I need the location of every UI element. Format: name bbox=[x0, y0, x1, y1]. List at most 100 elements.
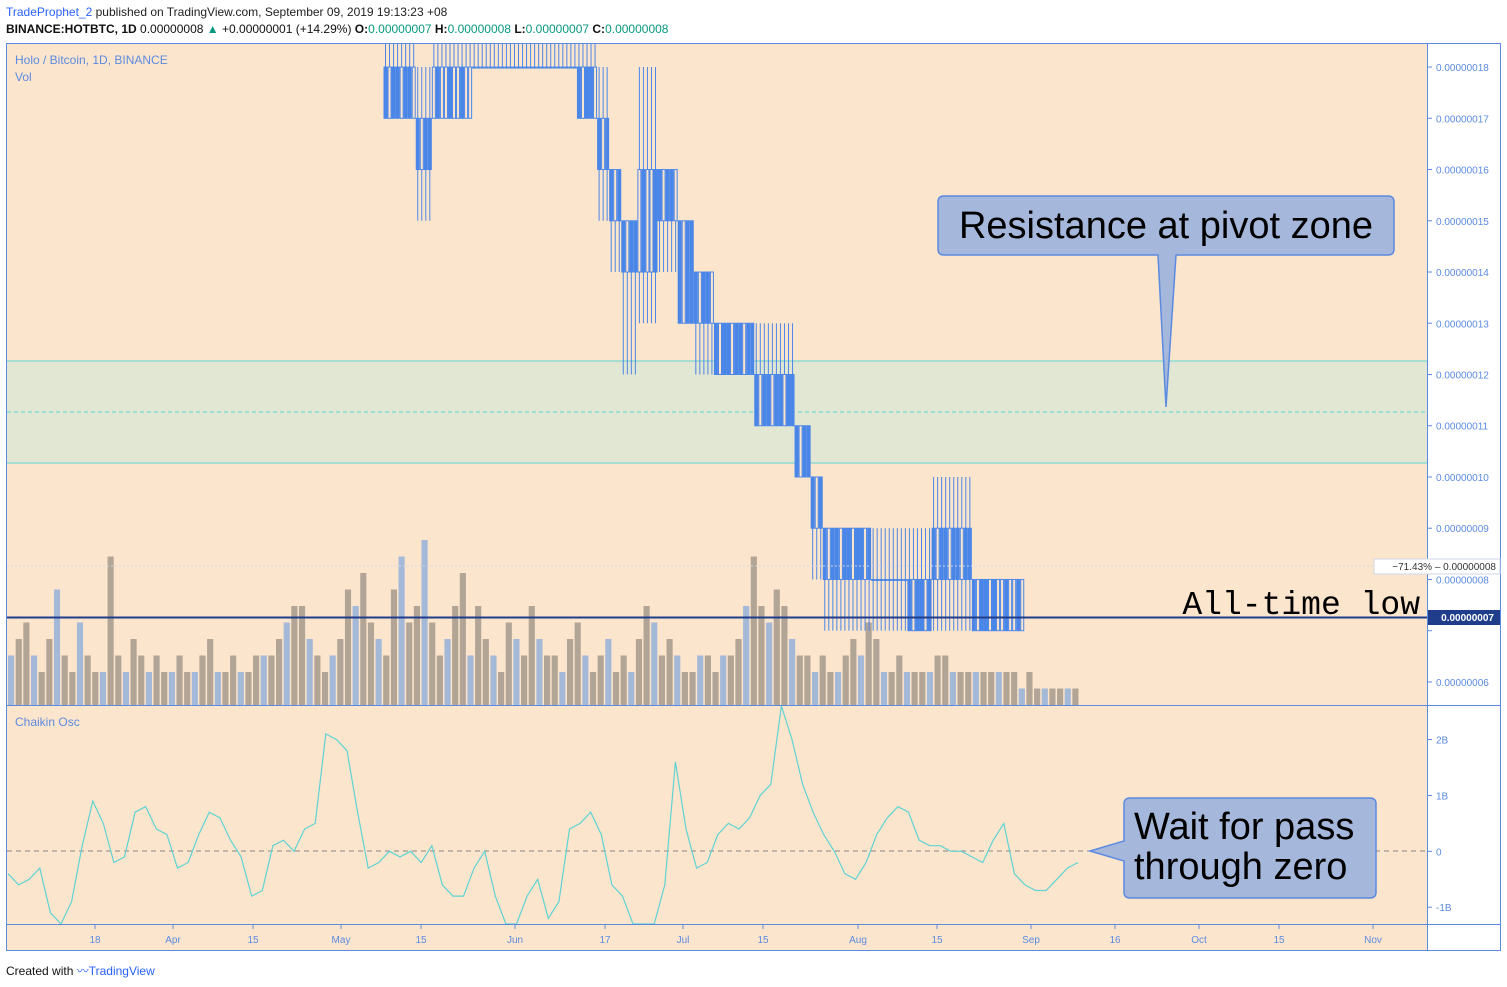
volume-bar bbox=[804, 655, 811, 705]
volume-bar bbox=[544, 655, 551, 705]
volume-bar bbox=[115, 655, 122, 705]
candle-body bbox=[992, 578, 997, 632]
candle-body bbox=[883, 578, 888, 581]
volume-bar bbox=[367, 622, 375, 705]
candle-body bbox=[673, 169, 678, 222]
candle-body bbox=[746, 322, 751, 376]
volume-bar bbox=[452, 606, 459, 705]
volume-bar bbox=[138, 655, 145, 705]
volume-bar bbox=[957, 672, 964, 705]
volume-bar bbox=[551, 655, 558, 705]
candle-body bbox=[544, 66, 549, 69]
volume-bar bbox=[773, 589, 780, 705]
candle-body bbox=[460, 66, 465, 119]
candle-body bbox=[560, 66, 565, 69]
footer: Created with 〰TradingView bbox=[6, 962, 155, 979]
volume-bar bbox=[15, 639, 22, 705]
candle-body bbox=[395, 66, 400, 119]
candle-body bbox=[814, 476, 819, 529]
volume-bar bbox=[245, 672, 252, 705]
tradingview-brand[interactable]: TradingView bbox=[88, 964, 155, 978]
volume-bar bbox=[46, 639, 53, 705]
candle-body bbox=[500, 66, 505, 69]
price-tick-label: 0.00000011 bbox=[1436, 422, 1489, 433]
time-tick-label: 15 bbox=[757, 935, 769, 946]
volume-bar bbox=[1057, 688, 1064, 705]
candle-body bbox=[988, 578, 992, 632]
volume-bar bbox=[513, 639, 520, 705]
volume-bars bbox=[8, 540, 1079, 705]
volume-bar bbox=[199, 655, 206, 705]
candle-body bbox=[750, 322, 755, 376]
wait-text-line2: through zero bbox=[1134, 846, 1347, 888]
price-tick-label: 0.00000016 bbox=[1436, 166, 1489, 177]
change-value: +0.00000001 (+14.29%) bbox=[222, 22, 352, 36]
volume-bar bbox=[352, 606, 359, 705]
candle-body bbox=[983, 578, 988, 632]
candle-body bbox=[423, 117, 428, 171]
volume-bar bbox=[398, 556, 405, 705]
volume-bar bbox=[444, 639, 451, 705]
volume-bar bbox=[842, 655, 849, 705]
last-price-label: −71.43% ‒ 0.00000008 bbox=[1392, 562, 1496, 573]
price-tick-label: 0.00000012 bbox=[1436, 371, 1489, 382]
high-value: 0.00000008 bbox=[447, 22, 511, 36]
candle-body bbox=[871, 578, 876, 581]
candle-body bbox=[516, 66, 521, 69]
osc-legend: Chaikin Osc bbox=[15, 715, 80, 729]
candle-body bbox=[879, 578, 884, 581]
volume-bar bbox=[812, 672, 819, 705]
candle-body bbox=[693, 271, 698, 324]
candle-body bbox=[496, 66, 501, 69]
volume-bar bbox=[635, 639, 643, 705]
volume-bar bbox=[727, 655, 734, 705]
volume-bar bbox=[781, 606, 788, 705]
candle-body bbox=[963, 527, 968, 580]
volume-bar bbox=[306, 639, 313, 705]
candle-body bbox=[649, 169, 654, 273]
candle-body bbox=[447, 66, 452, 119]
candle-body bbox=[504, 66, 509, 69]
volume-bar bbox=[880, 672, 888, 705]
volume-bar bbox=[1034, 688, 1041, 705]
candle-body bbox=[589, 66, 594, 119]
volume-bar bbox=[360, 573, 367, 705]
candle-body bbox=[653, 169, 658, 273]
candle-body bbox=[790, 374, 795, 427]
volume-bar bbox=[674, 655, 681, 705]
volume-bar bbox=[536, 639, 543, 705]
candle-body bbox=[717, 322, 722, 376]
candle-body bbox=[774, 374, 779, 427]
candle-body bbox=[979, 578, 984, 632]
volume-bar bbox=[995, 672, 1002, 705]
candle-body bbox=[609, 169, 614, 222]
volume-bar bbox=[406, 622, 413, 705]
volume-bar bbox=[475, 606, 482, 705]
volume-bar bbox=[337, 639, 344, 705]
volume-bar bbox=[8, 655, 15, 705]
author-link[interactable]: TradeProphet_2 bbox=[6, 5, 93, 19]
candle-body bbox=[1008, 578, 1013, 632]
candle-body bbox=[476, 66, 481, 69]
candle-body bbox=[468, 66, 473, 119]
price-tick-label: 0.00000013 bbox=[1436, 319, 1489, 330]
time-tick-label: 15 bbox=[931, 935, 943, 946]
candle-body bbox=[806, 425, 811, 478]
candle-body bbox=[899, 578, 904, 581]
resistance-text: Resistance at pivot zone bbox=[959, 205, 1373, 247]
candle-body bbox=[524, 66, 529, 69]
time-tick-label: 15 bbox=[1273, 935, 1285, 946]
candle-body bbox=[568, 66, 573, 69]
candle-body bbox=[443, 66, 448, 119]
volume-bar bbox=[796, 655, 803, 705]
candle-body bbox=[1012, 578, 1017, 632]
price-tick-label: 0.00000009 bbox=[1436, 524, 1489, 535]
candle-body bbox=[895, 578, 900, 581]
candle-body bbox=[770, 374, 775, 427]
volume-bar bbox=[69, 672, 76, 705]
time-axis-bg bbox=[7, 924, 1427, 950]
time-tick-label: 18 bbox=[89, 935, 101, 946]
candle-body bbox=[677, 220, 682, 324]
candle-body bbox=[484, 66, 489, 69]
